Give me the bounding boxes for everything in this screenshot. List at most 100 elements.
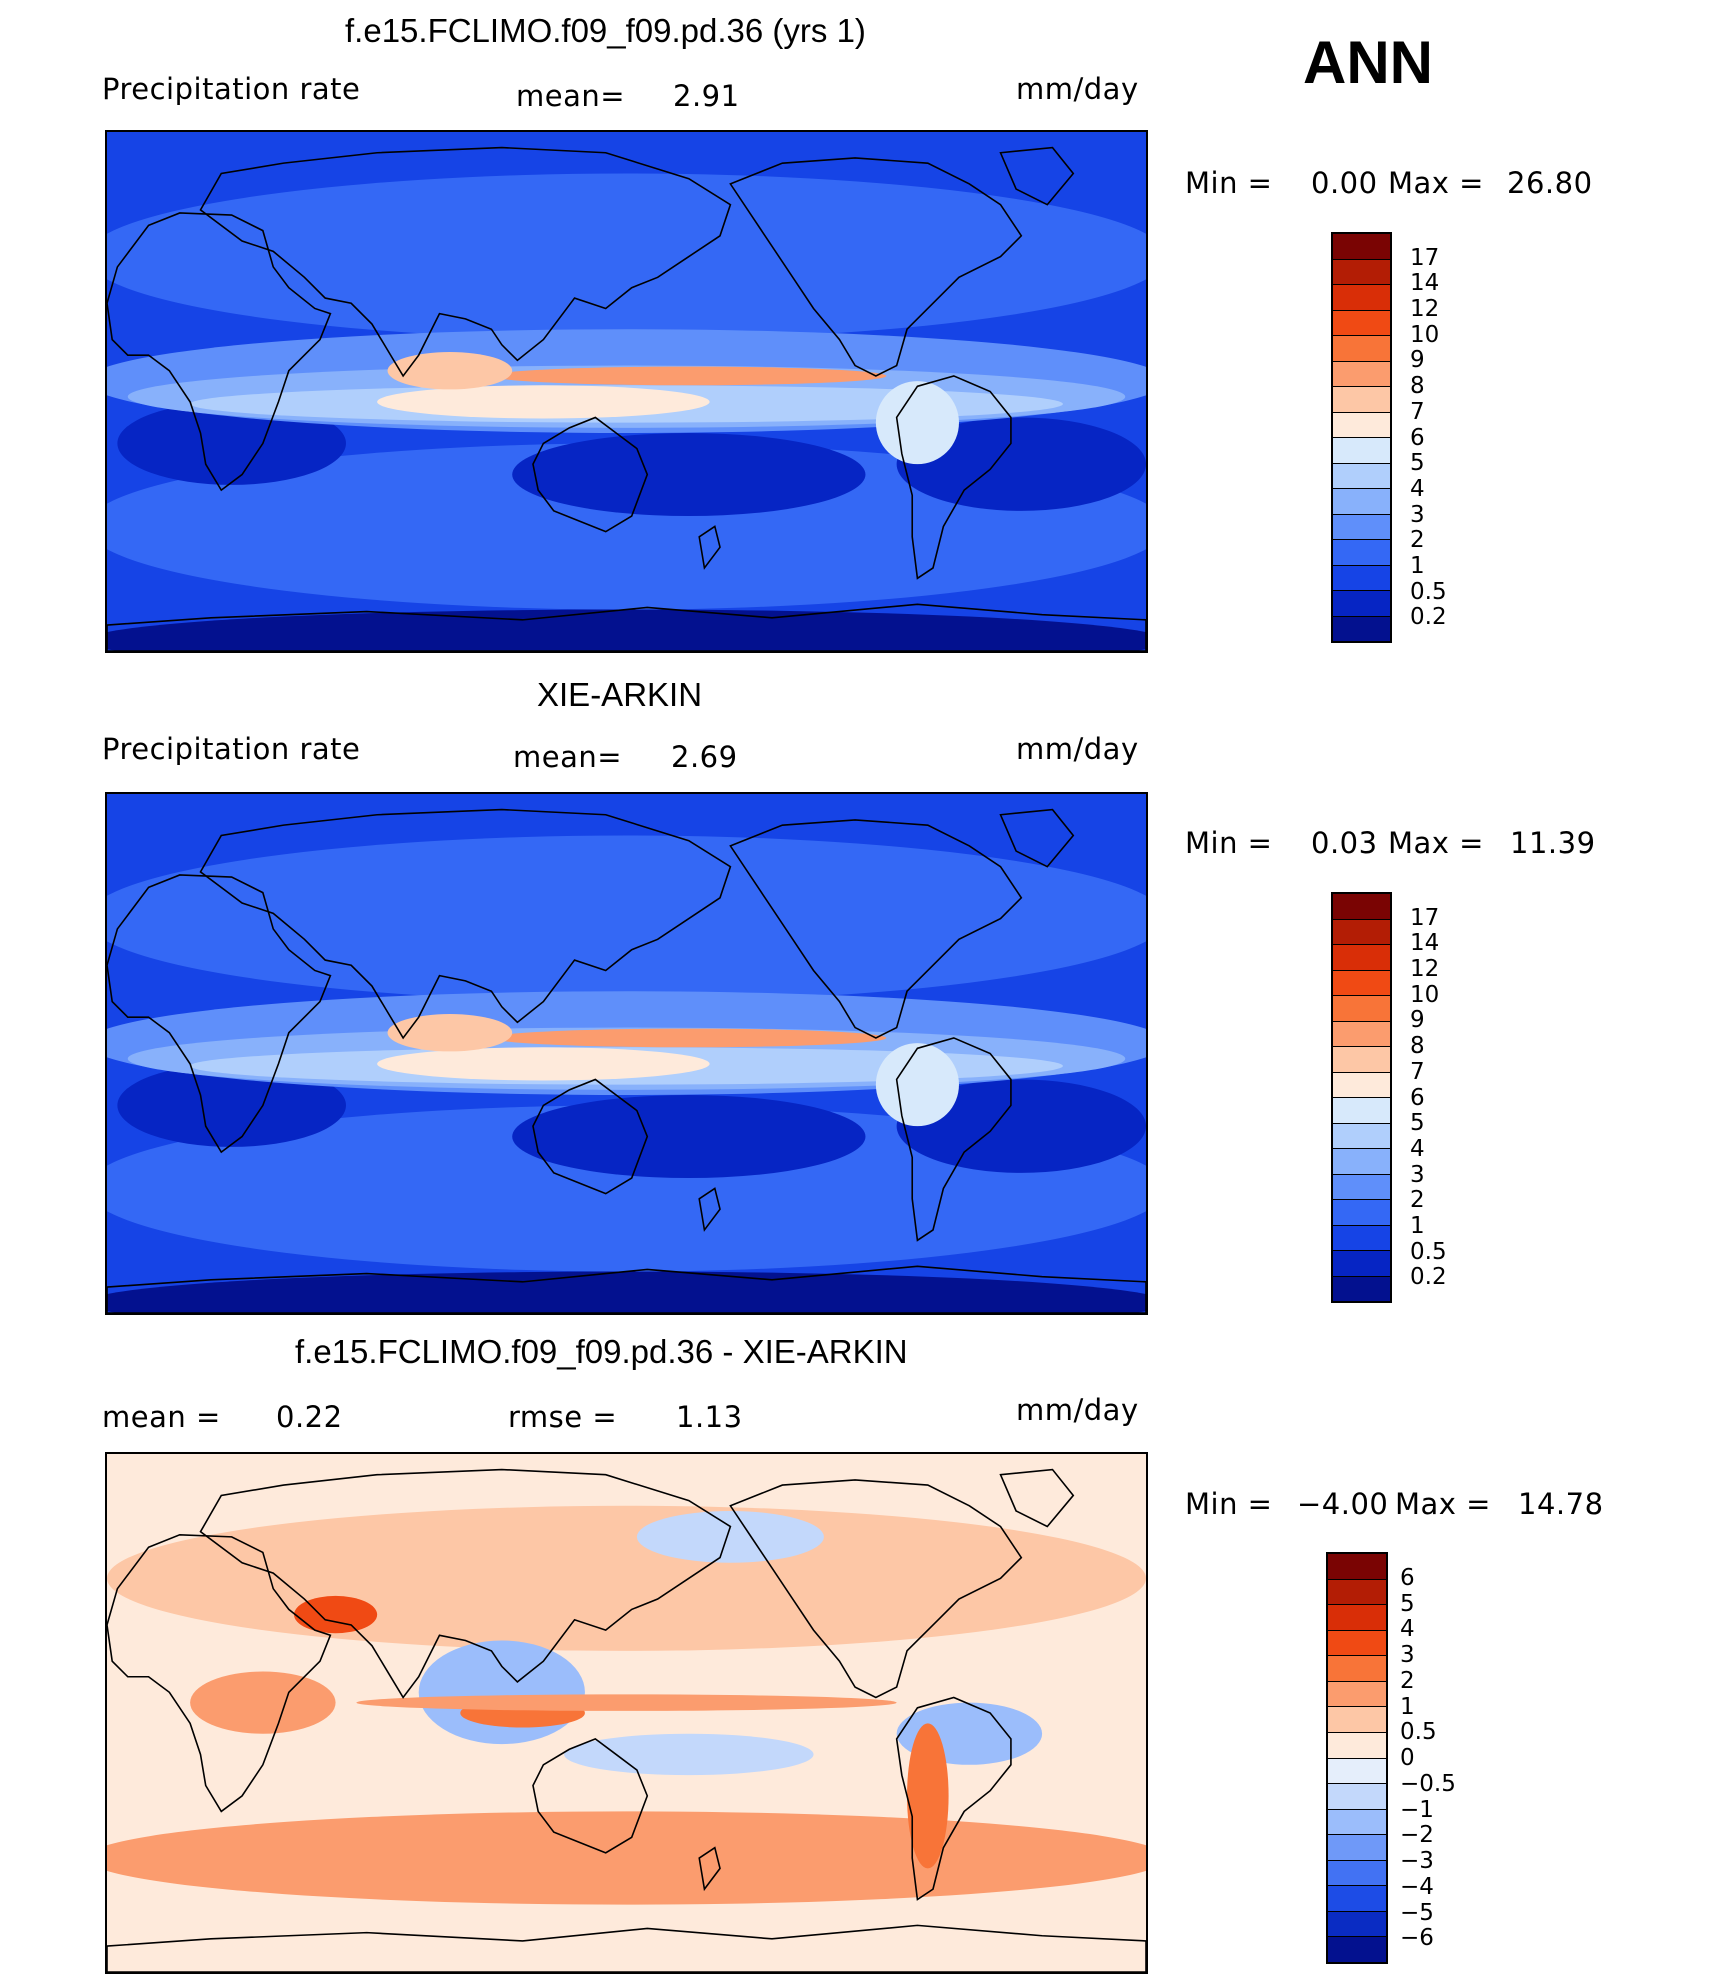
colorbar-segment bbox=[1333, 945, 1390, 971]
colorbar-segment bbox=[1333, 1072, 1390, 1098]
panel-model-map bbox=[105, 130, 1148, 653]
colorbar-segment bbox=[1333, 1123, 1390, 1149]
colorbar-tick-label: 3 bbox=[1410, 501, 1425, 528]
colorbar-tick-label: 2 bbox=[1410, 527, 1425, 554]
coastline bbox=[107, 213, 330, 490]
colorbar-tick-label: 10 bbox=[1410, 321, 1440, 348]
colorbar-tick-label: 3 bbox=[1400, 1642, 1415, 1668]
colorbar-segment bbox=[1328, 1554, 1386, 1580]
coastline bbox=[107, 1266, 1146, 1313]
colorbar-tick-label: 0.2 bbox=[1410, 1264, 1447, 1291]
colorbar-tick-label: −0.5 bbox=[1400, 1770, 1456, 1797]
coastline bbox=[201, 148, 731, 376]
colorbar-segment bbox=[1333, 1225, 1390, 1251]
colorbar-tick-label: 8 bbox=[1410, 1033, 1425, 1060]
panel-obs-field-label: Precipitation rate bbox=[102, 732, 361, 766]
colorbar-tick-label: 14 bbox=[1410, 270, 1440, 297]
colorbar-segment bbox=[1328, 1758, 1386, 1785]
panel-diff-mean-label: mean = bbox=[102, 1400, 221, 1434]
colorbar-tick-label: −3 bbox=[1400, 1848, 1434, 1874]
panel-obs-mean-value: 2.69 bbox=[671, 740, 738, 774]
colorbar-segment bbox=[1333, 1174, 1390, 1200]
map-svg bbox=[107, 794, 1146, 1313]
colorbar-tick-label: 7 bbox=[1410, 1058, 1425, 1085]
panel-obs-min-label: Min = bbox=[1185, 826, 1273, 860]
panel-obs-max-value: 11.39 bbox=[1510, 826, 1596, 860]
colorbar-tick-label: 0.2 bbox=[1410, 604, 1447, 631]
colorbar-tick-label: 17 bbox=[1410, 244, 1440, 271]
coastline bbox=[533, 1079, 647, 1193]
coastline bbox=[897, 1038, 1011, 1240]
panel-obs-max-label: Max = bbox=[1388, 826, 1484, 860]
colorbar-segment bbox=[1328, 1681, 1386, 1708]
colorbar-segment bbox=[1333, 1021, 1390, 1047]
colorbar-tick-label: 5 bbox=[1410, 450, 1425, 477]
colorbar-segment bbox=[1333, 565, 1390, 591]
coastline bbox=[699, 1188, 720, 1230]
colorbar-segment bbox=[1333, 489, 1390, 515]
panel-diff-max-value: 14.78 bbox=[1518, 1487, 1604, 1521]
colorbar-tick-label: 1 bbox=[1410, 552, 1425, 579]
colorbar-segment bbox=[1333, 1047, 1390, 1073]
colorbar-segment bbox=[1328, 1784, 1386, 1810]
colorbar-tick-label: 6 bbox=[1410, 424, 1425, 451]
colorbar-tick-label: 9 bbox=[1410, 347, 1425, 374]
colorbar-segment bbox=[1333, 259, 1390, 285]
colorbar-tick-label: 10 bbox=[1410, 981, 1440, 1008]
coastline bbox=[897, 376, 1011, 578]
panel-diff-rmse-value: 1.13 bbox=[676, 1400, 743, 1434]
coastline bbox=[201, 810, 731, 1038]
colorbar-tick-label: 6 bbox=[1410, 1084, 1425, 1111]
colorbar-tick-label: 12 bbox=[1410, 956, 1440, 983]
colorbar-tick-label: 0 bbox=[1400, 1745, 1415, 1771]
colorbar-segment bbox=[1333, 970, 1390, 996]
map-svg bbox=[107, 132, 1146, 651]
coastline bbox=[699, 526, 720, 568]
coastline bbox=[107, 875, 330, 1152]
panel-model-max-value: 26.80 bbox=[1507, 166, 1593, 200]
colorbar-segment bbox=[1328, 1911, 1386, 1938]
panel-model-colorbar bbox=[1331, 232, 1392, 643]
colorbar-segment bbox=[1328, 1707, 1386, 1733]
colorbar-segment bbox=[1333, 361, 1390, 387]
coastline bbox=[1001, 810, 1074, 867]
colorbar-tick-label: −5 bbox=[1400, 1899, 1434, 1926]
colorbar-segment bbox=[1328, 1860, 1386, 1887]
panel-obs-map bbox=[105, 792, 1148, 1315]
colorbar-segment bbox=[1333, 591, 1390, 617]
colorbar-tick-label: 9 bbox=[1410, 1007, 1425, 1034]
colorbar-tick-label: −1 bbox=[1400, 1796, 1434, 1823]
panel-obs-colorbar bbox=[1331, 892, 1392, 1303]
coastline bbox=[1001, 148, 1074, 205]
colorbar-tick-label: 5 bbox=[1410, 1110, 1425, 1137]
coastline bbox=[107, 1925, 1146, 1972]
panel-model-min-label: Min = bbox=[1185, 166, 1273, 200]
colorbar-segment bbox=[1328, 1630, 1386, 1657]
coastline bbox=[730, 158, 1021, 376]
coastline bbox=[533, 1739, 647, 1853]
colorbar-tick-label: 12 bbox=[1410, 296, 1440, 323]
coastline bbox=[730, 820, 1021, 1038]
panel-model-max-label: Max = bbox=[1388, 166, 1484, 200]
colorbar-segment bbox=[1333, 285, 1390, 311]
colorbar-segment bbox=[1333, 514, 1390, 540]
colorbar-tick-label: 7 bbox=[1410, 398, 1425, 425]
colorbar-tick-label: 17 bbox=[1410, 904, 1440, 931]
colorbar-segment bbox=[1333, 310, 1390, 336]
colorbar-segment bbox=[1328, 1835, 1386, 1861]
colorbar-tick-label: 6 bbox=[1400, 1564, 1415, 1591]
colorbar-tick-label: 8 bbox=[1410, 373, 1425, 400]
colorbar-tick-label: 1 bbox=[1410, 1212, 1425, 1239]
coastline bbox=[897, 1697, 1011, 1899]
colorbar-segment bbox=[1328, 1605, 1386, 1631]
panel-obs-min-value: 0.03 bbox=[1311, 826, 1378, 860]
panel-diff-colorbar bbox=[1326, 1552, 1388, 1964]
panel-diff-colorbar-ticks: 6 5 4 3 2 1 0.5 0 −0.5 −1 −2 −3 −4 −5 −6 bbox=[1400, 1552, 1500, 1964]
colorbar-segment bbox=[1328, 1809, 1386, 1836]
panel-model-field-label: Precipitation rate bbox=[102, 72, 361, 106]
colorbar-tick-label: 0.5 bbox=[1400, 1719, 1437, 1746]
colorbar-segment bbox=[1333, 234, 1390, 260]
panel-obs-mean-label: mean= bbox=[513, 740, 623, 774]
colorbar-segment bbox=[1333, 336, 1390, 362]
panel-model-mean-value: 2.91 bbox=[673, 79, 740, 113]
